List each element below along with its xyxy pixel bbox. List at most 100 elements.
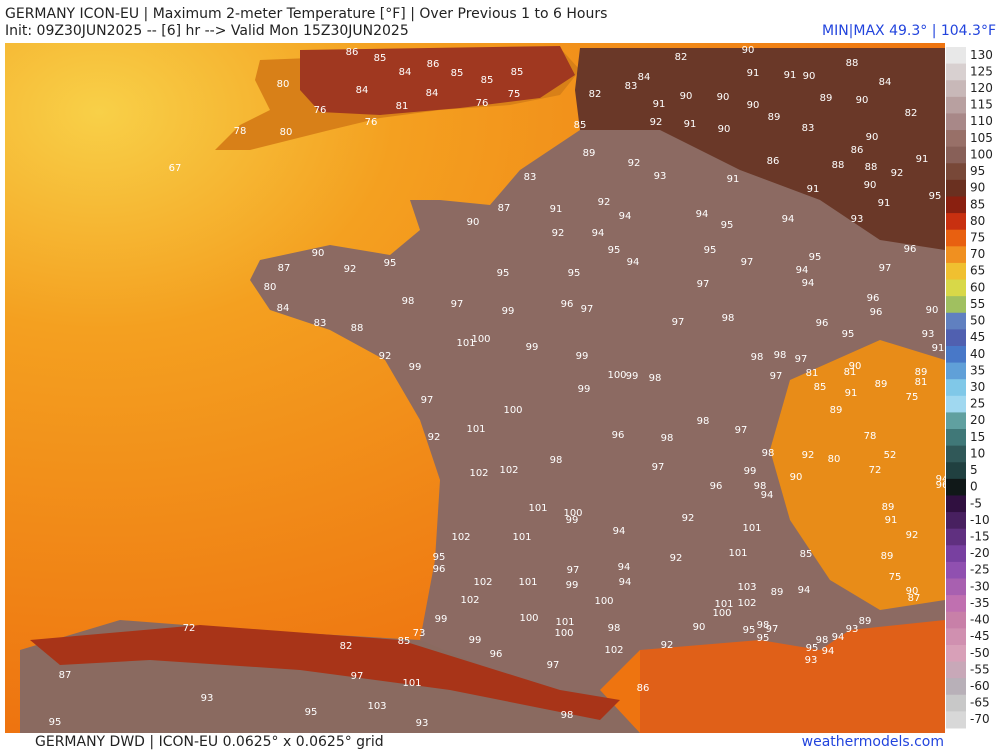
colorbar-segment — [946, 379, 966, 397]
station-value: 82 — [589, 89, 602, 100]
station-value: 84 — [277, 303, 290, 314]
station-value: 80 — [277, 79, 290, 90]
colorbar-segment — [946, 296, 966, 314]
station-value: 90 — [467, 217, 480, 228]
station-value: 90 — [790, 472, 803, 483]
colorbar-label: 5 — [970, 463, 978, 477]
station-value: 91 — [550, 204, 563, 215]
station-value: 94 — [832, 632, 845, 643]
colorbar-segment — [946, 262, 966, 281]
colorbar-segment — [946, 246, 966, 264]
station-value: 81 — [844, 367, 857, 378]
station-value: 96 — [561, 299, 574, 310]
colorbar-segment — [946, 213, 966, 231]
colorbar-segment — [946, 196, 966, 214]
station-value: 84 — [426, 88, 439, 99]
station-value: 94 — [627, 257, 640, 268]
station-value: 83 — [314, 318, 327, 329]
colorbar-segment — [946, 279, 966, 297]
colorbar-label: 120 — [970, 81, 993, 95]
station-value: 91 — [684, 119, 697, 130]
station-value: 99 — [469, 635, 482, 646]
station-value: 87 — [59, 670, 72, 681]
colorbar-label: -20 — [970, 546, 990, 560]
station-value: 101 — [456, 338, 475, 349]
station-value: 101 — [528, 503, 547, 514]
station-value: 102 — [604, 645, 623, 656]
station-value: 95 — [809, 252, 822, 263]
station-value: 97 — [735, 425, 748, 436]
station-value: 98 — [751, 352, 764, 363]
colorbar-label: 30 — [970, 380, 985, 394]
colorbar-segment — [946, 395, 966, 413]
colorbar-label: 95 — [970, 164, 985, 178]
station-value: 90 — [856, 95, 869, 106]
station-value: 84 — [879, 77, 892, 88]
colorbar-label: 65 — [970, 264, 985, 278]
station-value: 102 — [451, 532, 470, 543]
station-value: 95 — [842, 329, 855, 340]
station-value: 92 — [661, 640, 674, 651]
station-value: 97 — [652, 462, 665, 473]
colorbar-segment — [946, 179, 966, 197]
colorbar-label: -50 — [970, 646, 990, 660]
station-value: 81 — [396, 101, 409, 112]
station-value: 93 — [805, 655, 818, 666]
station-value: 92 — [428, 432, 441, 443]
station-value: 92 — [906, 530, 919, 541]
colorbar-label: 35 — [970, 363, 985, 377]
colorbar-segment — [946, 711, 966, 729]
station-value: 96 — [490, 649, 503, 660]
colorbar-label: 75 — [970, 231, 985, 245]
colorbar-segment — [946, 96, 966, 114]
station-value: 87 — [498, 203, 511, 214]
station-value: 98 — [697, 416, 710, 427]
station-value: 90 — [747, 100, 760, 111]
colorbar-segment — [946, 113, 966, 131]
station-value: 89 — [882, 502, 895, 513]
france — [250, 48, 945, 733]
station-value: 84 — [356, 85, 369, 96]
station-value: 97 — [567, 565, 580, 576]
colorbar-label: 20 — [970, 413, 985, 427]
station-value: 90 — [742, 45, 755, 56]
title: GERMANY ICON-EU | Maximum 2-meter Temper… — [5, 6, 607, 22]
colorbar-label: 25 — [970, 397, 985, 411]
stations: 85 86 86 85 85 85 84 84 84 81 76 75 80 76 80 78 67 76 82 83… — [49, 45, 949, 729]
station-value: 93 — [846, 624, 859, 635]
colorbar-segment — [946, 528, 966, 546]
station-value: 90 — [866, 132, 879, 143]
mediterranean — [640, 620, 945, 733]
colorbar-label: -70 — [970, 712, 990, 726]
station-value: 88 — [846, 58, 859, 69]
station-value: 89 — [583, 148, 596, 159]
station-value: 97 — [547, 660, 560, 671]
station-value: 91 — [784, 70, 797, 81]
station-value: 95 — [721, 220, 734, 231]
colorbar-label: 100 — [970, 147, 993, 161]
station-value: 90 — [849, 361, 862, 372]
station-value: 90 — [803, 71, 816, 82]
station-value: 99 — [526, 342, 539, 353]
station-value: 98 — [608, 623, 621, 634]
colorbar-segment — [946, 163, 966, 181]
colorbar-segment — [946, 47, 966, 65]
station-value: 95 — [608, 245, 621, 256]
colorbar-label: -65 — [970, 696, 990, 710]
station-value: 98 — [722, 313, 735, 324]
station-value: 91 — [878, 198, 891, 209]
station-value: 94 — [619, 211, 632, 222]
station-value: 94 — [822, 646, 835, 657]
colorbar-label: 55 — [970, 297, 985, 311]
station-value: 97 — [421, 395, 434, 406]
station-value: 91 — [747, 68, 760, 79]
colorbar-label: -35 — [970, 596, 990, 610]
alps — [770, 340, 945, 610]
station-value: 100 — [594, 596, 613, 607]
station-value: 95 — [384, 258, 397, 269]
station-value: 98 — [550, 455, 563, 466]
station-value: 84 — [638, 72, 651, 83]
station-value: 75 — [906, 392, 919, 403]
station-value: 94 — [592, 228, 605, 239]
colorbar-segment — [946, 478, 966, 496]
